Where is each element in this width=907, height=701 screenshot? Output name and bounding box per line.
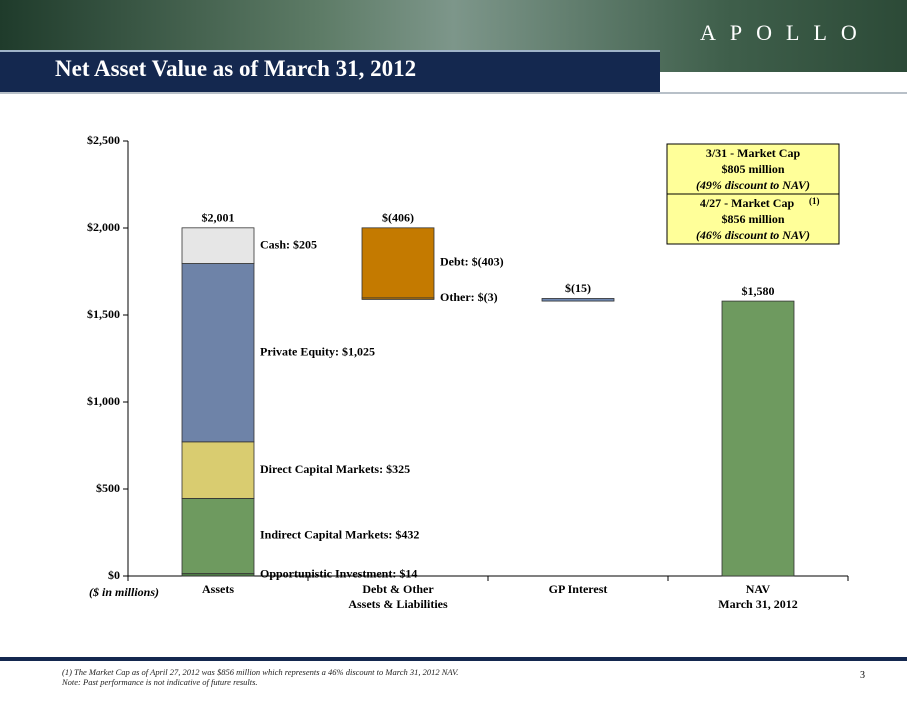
- x-tick-label: March 31, 2012: [718, 597, 797, 611]
- page-number: 3: [860, 670, 865, 681]
- callout-line: 3/31 - Market Cap: [706, 146, 801, 160]
- callout-box: [666, 143, 840, 195]
- segment-label: Opportunistic Investment: $14: [260, 567, 417, 581]
- y-tick-label: $1,000: [87, 394, 120, 408]
- y-tick-label: $0: [108, 568, 120, 582]
- bar-segment: [181, 263, 255, 443]
- x-tick-label: Assets & Liabilities: [348, 597, 448, 611]
- callout-box: [666, 193, 840, 245]
- segment-label: Debt: $(403): [440, 255, 504, 269]
- title-bar: [0, 50, 660, 92]
- footnote: Note: Past performance is not indicative…: [62, 677, 258, 687]
- bar-segment: [181, 227, 255, 264]
- x-tick-label: Debt & Other: [362, 582, 434, 596]
- segment-label: Indirect Capital Markets: $432: [260, 528, 419, 542]
- callout-line: (46% discount to NAV): [696, 228, 810, 242]
- segment-label: Private Equity: $1,025: [260, 344, 375, 358]
- logo: APOLLO: [700, 20, 871, 45]
- y-tick-label: $500: [96, 481, 120, 495]
- total-label: $(406): [382, 211, 414, 225]
- footnotes: (1) The Market Cap as of April 27, 2012 …: [62, 667, 458, 687]
- bar-segment: [181, 497, 255, 574]
- unit-label: ($ in millions): [89, 585, 159, 599]
- total-label: $1,580: [742, 284, 775, 298]
- x-tick-label: GP Interest: [549, 582, 608, 596]
- x-tick-label: Assets: [202, 582, 234, 596]
- y-tick-label: $1,500: [87, 307, 120, 321]
- note-ref: (1): [809, 196, 820, 206]
- bar-segment: [541, 298, 615, 302]
- y-tick-label: $2,000: [87, 220, 120, 234]
- bar-segment: [181, 441, 255, 499]
- footnote: (1) The Market Cap as of April 27, 2012 …: [62, 667, 459, 677]
- bar-segment: [361, 297, 435, 300]
- callout-line: 4/27 - Market Cap: [700, 196, 795, 210]
- segment-label: Cash: $205: [260, 237, 317, 251]
- callout-line: $805 million: [721, 162, 784, 176]
- segment-label: Direct Capital Markets: $325: [260, 462, 410, 476]
- total-label: $2,001: [202, 211, 235, 225]
- footer-rule: [0, 657, 907, 661]
- segment-label: Other: $(3): [440, 290, 498, 304]
- bar-segment: [361, 227, 435, 299]
- total-label: $(15): [565, 281, 591, 295]
- x-tick-label: NAV: [746, 582, 771, 596]
- header-rule: [0, 92, 907, 94]
- slide-title: Net Asset Value as of March 31, 2012: [55, 56, 417, 81]
- bar-segment: [721, 300, 795, 577]
- callout-line: (49% discount to NAV): [696, 178, 810, 192]
- y-tick-label: $2,500: [87, 133, 120, 147]
- callout-line: $856 million: [721, 212, 784, 226]
